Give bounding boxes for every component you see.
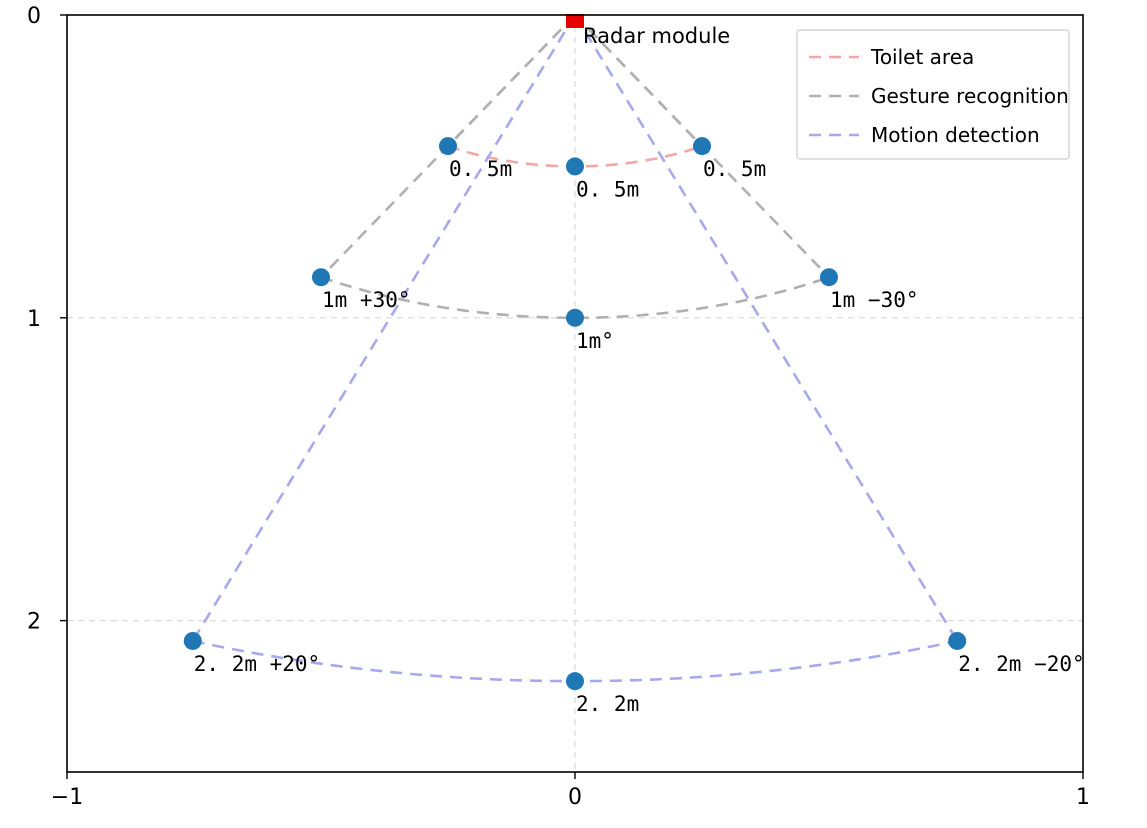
data-point-label: 1m −30° bbox=[830, 288, 919, 312]
data-point bbox=[693, 137, 711, 156]
legend-entry: Gesture recognition bbox=[871, 84, 1069, 108]
sector-edge-right bbox=[573, 14, 959, 642]
legend: Toilet area Gesture recognition Motion det… bbox=[796, 29, 1070, 160]
point-labels: 0. 5m 0. 5m 0. 5m 1m +30° 1m° 1m −30° 2. 2m +2… bbox=[194, 157, 1085, 716]
data-point-label: 2. 2m −20° bbox=[958, 652, 1084, 676]
sector-edge-left bbox=[191, 14, 577, 642]
data-point-label: 2. 2m +20° bbox=[194, 652, 320, 676]
data-point bbox=[312, 268, 330, 287]
x-tick-label: 0 bbox=[568, 785, 582, 810]
y-tick-label: 1 bbox=[27, 307, 41, 332]
data-points bbox=[183, 137, 967, 691]
data-point bbox=[566, 672, 584, 691]
legend-entry: Toilet area bbox=[870, 45, 974, 69]
x-tick-label: −1 bbox=[51, 785, 83, 810]
sector-arc bbox=[320, 275, 830, 320]
data-point bbox=[439, 137, 457, 156]
x-axis: −1 0 1 bbox=[51, 772, 1090, 810]
data-point-label: 0. 5m bbox=[449, 157, 512, 181]
legend-box bbox=[796, 29, 1070, 160]
data-point-label: 0. 5m bbox=[703, 157, 766, 181]
data-point bbox=[566, 157, 584, 176]
radar-module-label: Radar module bbox=[583, 24, 730, 48]
data-point bbox=[948, 631, 967, 650]
y-axis: 0 1 2 bbox=[27, 4, 67, 635]
data-point bbox=[820, 268, 838, 287]
x-tick-label: 1 bbox=[1076, 785, 1090, 810]
legend-entry: Motion detection bbox=[871, 123, 1040, 147]
coverage-arcs bbox=[191, 14, 959, 683]
data-point-label: 2. 2m bbox=[576, 692, 639, 716]
data-point bbox=[566, 308, 584, 327]
radar-module-marker bbox=[566, 14, 584, 28]
y-tick-label: 2 bbox=[27, 610, 41, 635]
data-point-label: 1m +30° bbox=[322, 288, 411, 312]
y-tick-label: 0 bbox=[27, 4, 41, 29]
data-point-label: 0. 5m bbox=[576, 177, 639, 201]
data-point bbox=[183, 631, 202, 650]
data-point-label: 1m° bbox=[576, 329, 614, 353]
